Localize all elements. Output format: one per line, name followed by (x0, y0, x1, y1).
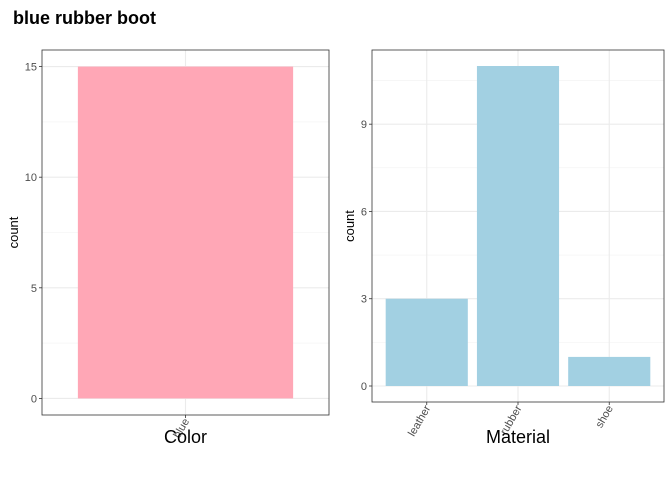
y-axis-title: count (6, 216, 21, 248)
y-tick-label: 0 (31, 393, 37, 405)
y-axis-title: count (342, 210, 357, 242)
y-tick-label: 6 (361, 206, 367, 218)
y-tick-label: 5 (31, 283, 37, 295)
bar-leather (385, 298, 468, 386)
y-tick-label: 0 (361, 381, 367, 393)
x-axis-title: Color (164, 427, 207, 447)
x-tick-label: shoe (594, 404, 616, 431)
x-axis-title: Material (486, 427, 550, 447)
y-tick-label: 9 (361, 119, 367, 131)
y-tick-label: 15 (25, 62, 37, 74)
bar-shoe (568, 356, 651, 386)
bar-blue (77, 66, 294, 399)
y-tick-label: 10 (25, 172, 37, 184)
chart-title: blue rubber boot (13, 8, 156, 28)
x-tick-label: leather (406, 403, 433, 438)
bar-rubber (476, 66, 560, 386)
y-tick-label: 3 (361, 294, 367, 306)
